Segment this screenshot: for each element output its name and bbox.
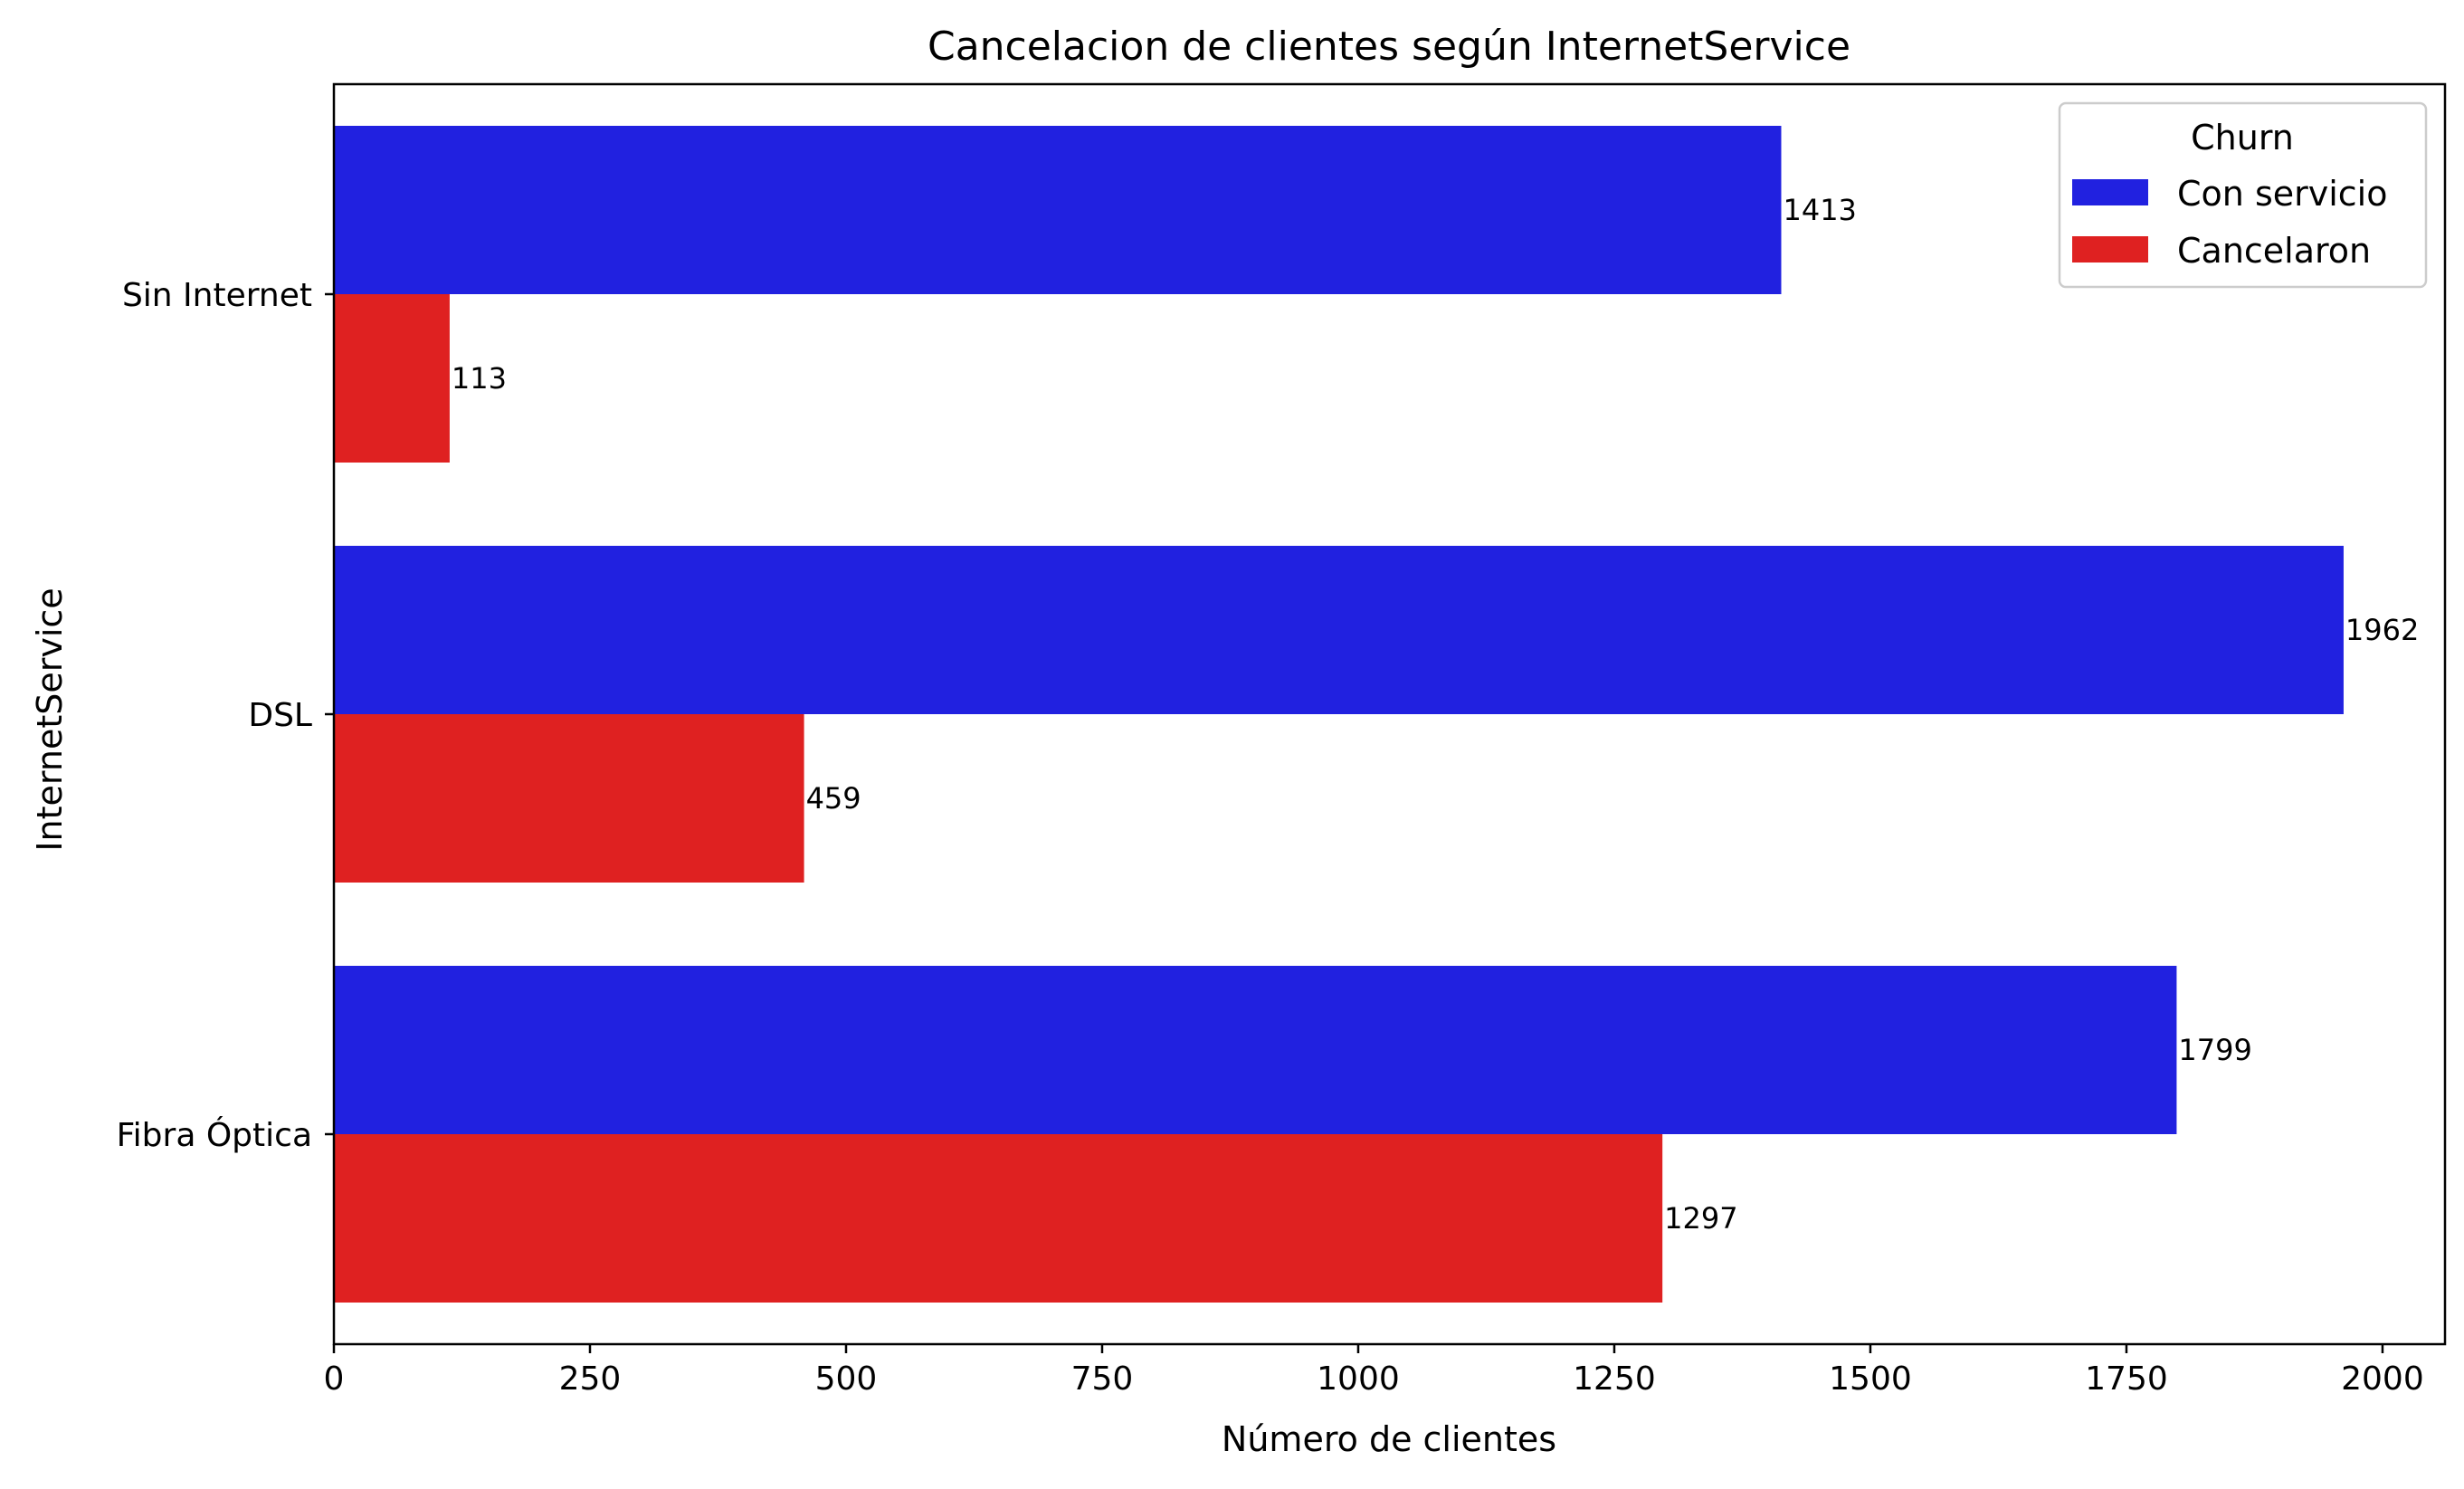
- bar-sin-internet-cancelaron: [334, 294, 450, 463]
- x-tick-label-2000: 2000: [2341, 1360, 2424, 1398]
- legend: Churn Con servicio Cancelaron: [2058, 101, 2428, 289]
- y-tick-label-fibra-optica: Fibra Óptica: [117, 1116, 312, 1154]
- x-tick-label-1500: 1500: [1829, 1360, 1912, 1398]
- bars-layer: [334, 126, 2344, 1303]
- x-tick-label-1250: 1250: [1573, 1360, 1656, 1398]
- x-ticks-layer: 0 250 500 750 1000 1250 1500 1750 2000: [324, 1344, 2424, 1398]
- bar-dsl-cancelaron: [334, 714, 804, 883]
- chart-title: Cancelacion de clientes según InternetSe…: [928, 24, 1850, 70]
- data-label-fibra-optica-con-servicio: 1799: [2178, 1033, 2251, 1067]
- x-tick-label-500: 500: [815, 1360, 878, 1398]
- x-tick-label-750: 750: [1071, 1360, 1134, 1398]
- bar-fibra-optica-cancelaron: [334, 1134, 1663, 1303]
- legend-label-cancelaron: Cancelaron: [2177, 231, 2371, 271]
- y-tick-label-sin-internet: Sin Internet: [122, 277, 312, 314]
- data-label-dsl-cancelaron: 459: [806, 781, 861, 816]
- legend-label-con-servicio: Con servicio: [2177, 174, 2388, 214]
- bar-fibra-optica-con-servicio: [334, 966, 2177, 1134]
- y-tick-label-dsl: DSL: [248, 697, 312, 734]
- data-label-sin-internet-cancelaron: 113: [452, 361, 507, 396]
- bar-dsl-con-servicio: [334, 546, 2344, 714]
- x-tick-label-1750: 1750: [2085, 1360, 2168, 1398]
- data-labels-layer: 1413 113 1962 459 1799 1297: [452, 193, 2419, 1236]
- data-label-sin-internet-con-servicio: 1413: [1783, 193, 1856, 227]
- x-tick-label-250: 250: [559, 1360, 622, 1398]
- bar-sin-internet-con-servicio: [334, 126, 1782, 294]
- data-label-dsl-con-servicio: 1962: [2345, 613, 2419, 647]
- legend-frame: [2058, 101, 2428, 289]
- y-axis-label: InternetService: [30, 587, 70, 851]
- data-label-fibra-optica-cancelaron: 1297: [1664, 1201, 1737, 1236]
- x-tick-label-0: 0: [324, 1360, 345, 1398]
- legend-swatch-cancelaron: [2072, 236, 2148, 262]
- x-tick-label-1000: 1000: [1317, 1360, 1400, 1398]
- legend-swatch-con-servicio: [2072, 179, 2148, 205]
- y-ticks-layer: Sin Internet DSL Fibra Óptica: [117, 277, 334, 1154]
- x-axis-label: Número de clientes: [1222, 1419, 1556, 1459]
- legend-title: Churn: [2191, 118, 2294, 157]
